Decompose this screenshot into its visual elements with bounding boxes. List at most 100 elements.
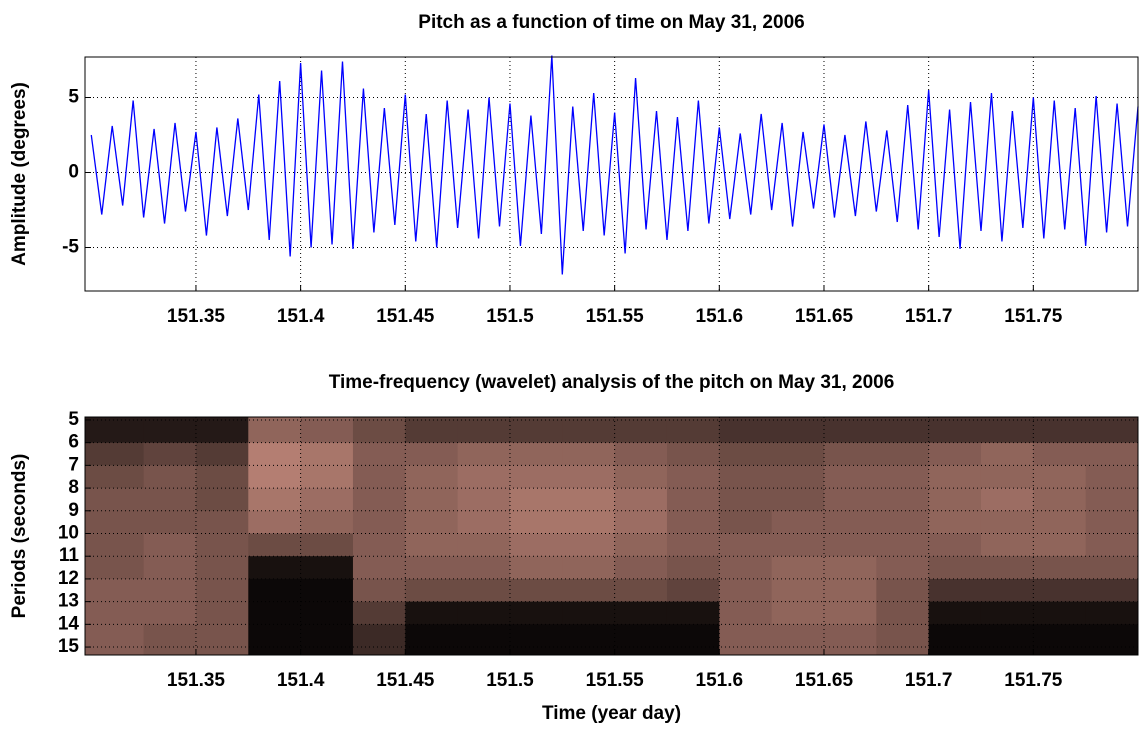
heatmap-cell — [980, 578, 1034, 603]
heatmap-cell — [457, 510, 511, 535]
heatmap-cell — [1033, 533, 1087, 557]
y-axis-label: Periods (seconds) — [9, 454, 30, 619]
y-tick-label: 12 — [58, 568, 79, 589]
heatmap-cell — [823, 601, 877, 625]
heatmap-cell — [928, 624, 982, 656]
heatmap-cell — [771, 465, 825, 489]
heatmap-cell — [823, 556, 877, 580]
heatmap-cell — [771, 488, 825, 512]
heatmap-cell — [928, 442, 982, 466]
heatmap-cell — [352, 465, 406, 489]
heatmap-cell — [300, 510, 354, 535]
heatmap-cell — [719, 465, 773, 489]
heatmap-cell — [405, 578, 459, 603]
heatmap-cell — [666, 624, 720, 656]
heatmap-cell — [195, 556, 249, 580]
heatmap-cell — [562, 442, 616, 466]
x-tick-label: 151.75 — [1004, 670, 1063, 691]
heatmap-cell — [143, 417, 197, 444]
heatmap-cell — [771, 624, 825, 656]
heatmap-cell — [771, 556, 825, 580]
heatmap-cell — [509, 417, 563, 444]
heatmap-cell — [300, 578, 354, 603]
x-tick-label: 151.7 — [905, 306, 953, 327]
x-tick-label: 151.65 — [795, 670, 854, 691]
y-tick-label: 15 — [58, 636, 80, 657]
heatmap-cell — [562, 417, 616, 444]
heatmap-cell — [876, 601, 930, 625]
heatmap-cell — [143, 465, 197, 489]
heatmap-cell — [1033, 417, 1087, 444]
heatmap-cell — [248, 510, 302, 535]
heatmap-cell — [876, 465, 930, 489]
heatmap-cell — [85, 556, 145, 580]
heatmap-cell — [980, 533, 1034, 557]
y-tick-label: -5 — [62, 237, 79, 258]
heatmap-cell — [719, 442, 773, 466]
heatmap-cell — [562, 533, 616, 557]
heatmap-cell — [771, 510, 825, 535]
heatmap-cell — [143, 556, 197, 580]
heatmap-cell — [1085, 578, 1139, 603]
y-tick-label: 5 — [68, 87, 79, 108]
heatmap-cell — [614, 465, 668, 489]
chart-title: Pitch as a function of time on May 31, 2… — [418, 12, 804, 33]
heatmap-cell — [509, 578, 563, 603]
heatmap-cell — [666, 488, 720, 512]
heatmap-cell — [823, 488, 877, 512]
heatmap-cell — [980, 601, 1034, 625]
heatmap-cell — [405, 556, 459, 580]
heatmap-cell — [980, 417, 1034, 444]
heatmap-cell — [1033, 578, 1087, 603]
heatmap-cell — [195, 533, 249, 557]
heatmap-cell — [85, 510, 145, 535]
heatmap-cell — [509, 556, 563, 580]
heatmap-cell — [405, 442, 459, 466]
heatmap-cell — [562, 578, 616, 603]
heatmap-cell — [509, 465, 563, 489]
x-tick-label: 151.5 — [486, 306, 534, 327]
heatmap-cell — [928, 578, 982, 603]
heatmap-cell — [195, 578, 249, 603]
heatmap-cell — [823, 417, 877, 444]
heatmap-cell — [771, 601, 825, 625]
x-axis-label: Time (year day) — [542, 703, 681, 724]
heatmap-cell — [614, 533, 668, 557]
heatmap-cell — [352, 601, 406, 625]
heatmap-cell — [457, 465, 511, 489]
heatmap-cell — [457, 578, 511, 603]
heatmap-cell — [300, 556, 354, 580]
heatmap-cell — [771, 533, 825, 557]
heatmap-cell — [719, 488, 773, 512]
heatmap-cell — [248, 578, 302, 603]
heatmap-cell — [300, 601, 354, 625]
chart-title: Time-frequency (wavelet) analysis of the… — [329, 372, 895, 393]
heatmap-cell — [143, 624, 197, 656]
heatmap-cell — [980, 556, 1034, 580]
heatmap-cell — [405, 417, 459, 444]
heatmap-cell — [823, 533, 877, 557]
heatmap-cell — [352, 556, 406, 580]
heatmap-cell — [666, 442, 720, 466]
x-tick-label: 151.75 — [1004, 306, 1063, 327]
heatmap-cell — [928, 510, 982, 535]
heatmap-cell — [143, 578, 197, 603]
heatmap-cell — [509, 533, 563, 557]
heatmap-cell — [405, 510, 459, 535]
heatmap-cell — [1033, 601, 1087, 625]
heatmap-cell — [980, 442, 1034, 466]
heatmap-cell — [823, 624, 877, 656]
heatmap-cell — [876, 533, 930, 557]
y-tick-label: 11 — [59, 545, 80, 566]
heatmap-cell — [980, 624, 1034, 656]
plot-frame — [84, 56, 1139, 292]
heatmap-cell — [300, 417, 354, 444]
y-tick-label: 0 — [68, 162, 79, 183]
heatmap-cell — [457, 601, 511, 625]
y-tick-label: 9 — [68, 500, 79, 521]
heatmap-cell — [195, 624, 249, 656]
heatmap-cell — [771, 442, 825, 466]
heatmap-cell — [352, 624, 406, 656]
x-tick-label: 151.55 — [586, 306, 645, 327]
heatmap-cell — [719, 533, 773, 557]
